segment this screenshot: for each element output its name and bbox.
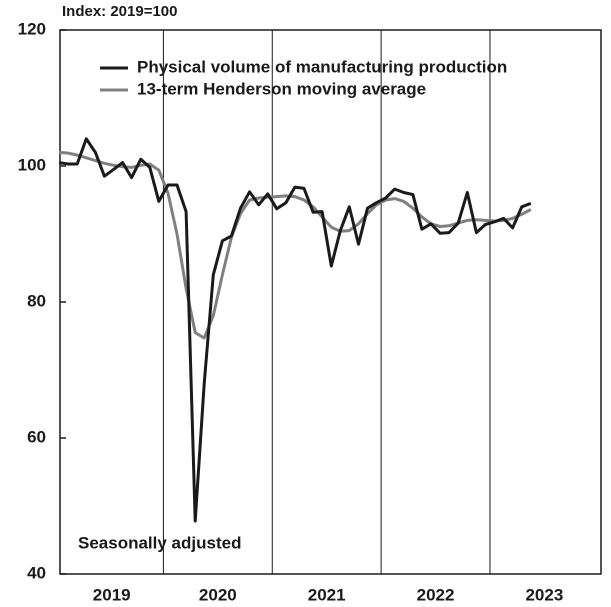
- legend-label: Physical volume of manufacturing product…: [137, 57, 507, 76]
- y-tick-label: 100: [18, 155, 46, 174]
- x-tick-label: 2019: [93, 585, 131, 604]
- legend-label: 13-term Henderson moving average: [137, 79, 426, 98]
- x-tick-label: 2021: [308, 585, 346, 604]
- axis-label: Index: 2019=100: [62, 3, 178, 20]
- x-tick-label: 2022: [417, 585, 455, 604]
- x-tick-label: 2023: [525, 585, 563, 604]
- y-tick-label: 60: [27, 427, 46, 446]
- y-tick-label: 40: [27, 563, 46, 582]
- series-line: [58, 137, 532, 523]
- plot-frame: [59, 29, 602, 575]
- y-tick-label: 120: [18, 19, 46, 38]
- series-line: [58, 150, 532, 340]
- x-tick-label: 2020: [199, 585, 237, 604]
- annotation: Seasonally adjusted: [78, 533, 241, 552]
- y-tick-label: 80: [27, 291, 46, 310]
